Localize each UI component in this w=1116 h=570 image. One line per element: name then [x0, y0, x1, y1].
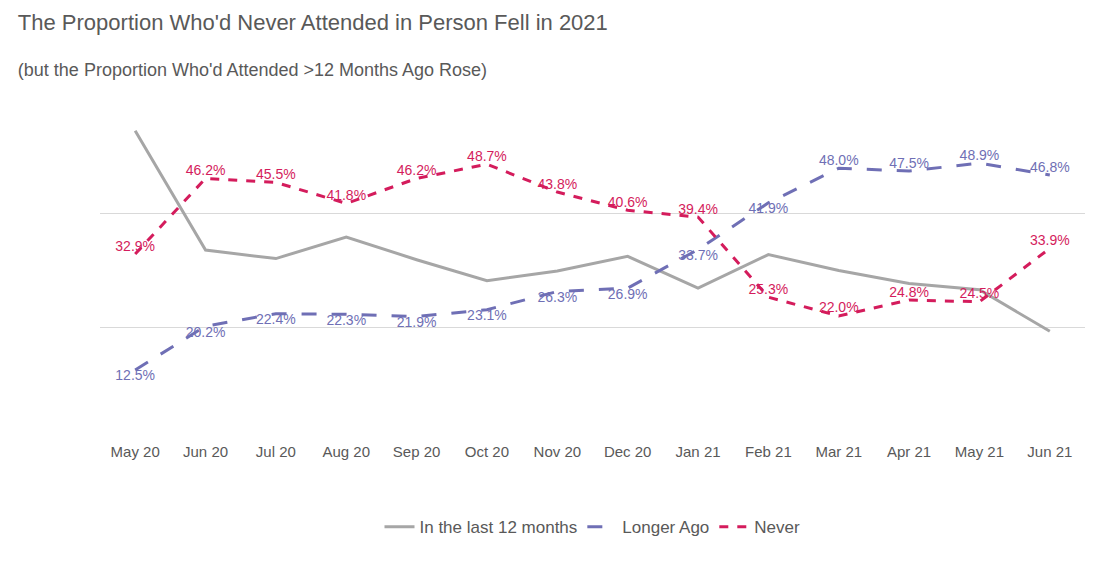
- svg-text:22.0%: 22.0%: [819, 299, 859, 315]
- svg-text:Jun 20: Jun 20: [183, 443, 228, 460]
- svg-text:Dec 20: Dec 20: [604, 443, 652, 460]
- svg-text:In the last 12 months: In the last 12 months: [420, 518, 578, 537]
- svg-text:47.5%: 47.5%: [889, 155, 929, 171]
- svg-text:Nov 20: Nov 20: [534, 443, 582, 460]
- svg-text:Jul 20: Jul 20: [256, 443, 296, 460]
- svg-text:24.5%: 24.5%: [960, 285, 1000, 301]
- svg-text:20.2%: 20.2%: [186, 324, 226, 340]
- svg-text:33.9%: 33.9%: [1030, 232, 1070, 248]
- svg-text:48.0%: 48.0%: [819, 152, 859, 168]
- svg-text:Apr 21: Apr 21: [887, 443, 931, 460]
- svg-text:23.1%: 23.1%: [467, 307, 507, 323]
- svg-text:Oct 20: Oct 20: [465, 443, 509, 460]
- svg-text:41.9%: 41.9%: [749, 200, 789, 216]
- svg-text:Never: Never: [754, 518, 800, 537]
- svg-text:Jan 21: Jan 21: [676, 443, 721, 460]
- svg-text:32.9%: 32.9%: [115, 238, 155, 254]
- svg-text:Longer Ago: Longer Ago: [622, 518, 709, 537]
- svg-text:41.8%: 41.8%: [326, 187, 366, 203]
- svg-text:(but the Proportion Who'd Atte: (but the Proportion Who'd Attended >12 M…: [18, 60, 487, 80]
- svg-text:26.9%: 26.9%: [608, 286, 648, 302]
- svg-text:26.3%: 26.3%: [537, 289, 577, 305]
- svg-text:43.8%: 43.8%: [537, 176, 577, 192]
- svg-text:Feb 21: Feb 21: [745, 443, 792, 460]
- svg-text:May 21: May 21: [955, 443, 1004, 460]
- svg-text:46.8%: 46.8%: [1030, 159, 1070, 175]
- svg-text:45.5%: 45.5%: [256, 166, 296, 182]
- svg-text:24.8%: 24.8%: [889, 284, 929, 300]
- svg-text:46.2%: 46.2%: [186, 162, 226, 178]
- svg-text:40.6%: 40.6%: [608, 194, 648, 210]
- svg-text:Mar 21: Mar 21: [815, 443, 862, 460]
- svg-text:Sep 20: Sep 20: [393, 443, 441, 460]
- svg-text:12.5%: 12.5%: [115, 367, 155, 383]
- svg-text:22.3%: 22.3%: [326, 312, 366, 328]
- svg-text:46.2%: 46.2%: [397, 162, 437, 178]
- svg-text:Jun 21: Jun 21: [1027, 443, 1072, 460]
- svg-text:21.9%: 21.9%: [397, 314, 437, 330]
- svg-text:48.7%: 48.7%: [467, 148, 507, 164]
- svg-text:39.4%: 39.4%: [678, 201, 718, 217]
- svg-text:May 20: May 20: [111, 443, 160, 460]
- svg-text:33.7%: 33.7%: [678, 247, 718, 263]
- svg-text:Aug 20: Aug 20: [322, 443, 370, 460]
- svg-text:25.3%: 25.3%: [749, 281, 789, 297]
- svg-text:The Proportion Who'd Never Att: The Proportion Who'd Never Attended in P…: [18, 10, 608, 35]
- svg-text:48.9%: 48.9%: [960, 147, 1000, 163]
- svg-text:22.4%: 22.4%: [256, 311, 296, 327]
